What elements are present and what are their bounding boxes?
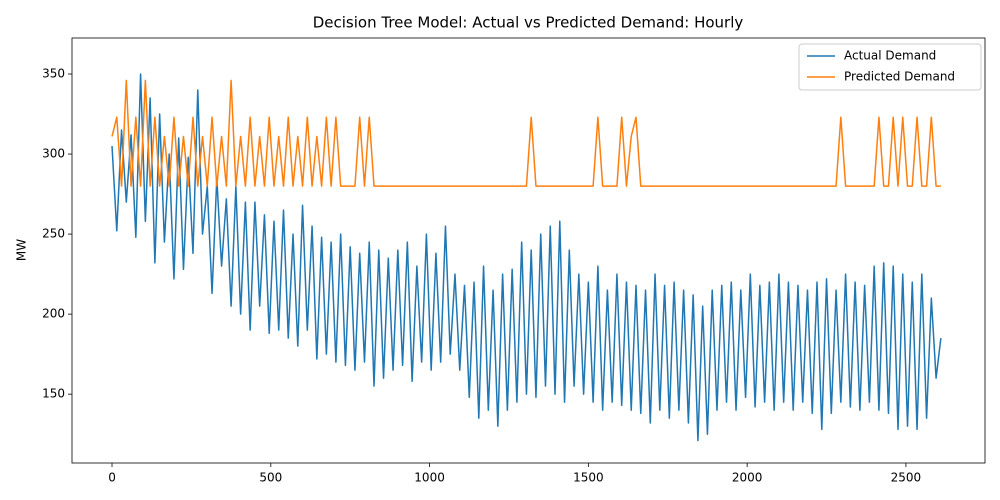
x-tick-label: 1500 — [573, 471, 604, 485]
legend-label: Actual Demand — [844, 49, 936, 63]
plot-frame — [71, 37, 986, 464]
x-tick-label: 1000 — [414, 471, 445, 485]
x-tick-label: 2000 — [732, 471, 763, 485]
legend-label: Predicted Demand — [844, 70, 955, 84]
data-line — [111, 79, 941, 187]
y-axis-label: MW — [15, 239, 29, 261]
y-tick-label: 300 — [42, 147, 65, 161]
x-tick-label: 500 — [259, 471, 282, 485]
y-tick-label: 200 — [42, 307, 65, 321]
x-tick-label: 2500 — [891, 471, 922, 485]
data-line — [111, 73, 942, 442]
y-tick-label: 150 — [42, 387, 65, 401]
y-tick-label: 250 — [42, 227, 65, 241]
x-tick-label: 0 — [108, 471, 116, 485]
chart-title: Decision Tree Model: Actual vs Predicted… — [313, 14, 744, 32]
y-tick-label: 350 — [42, 67, 65, 81]
legend-box — [798, 43, 982, 91]
